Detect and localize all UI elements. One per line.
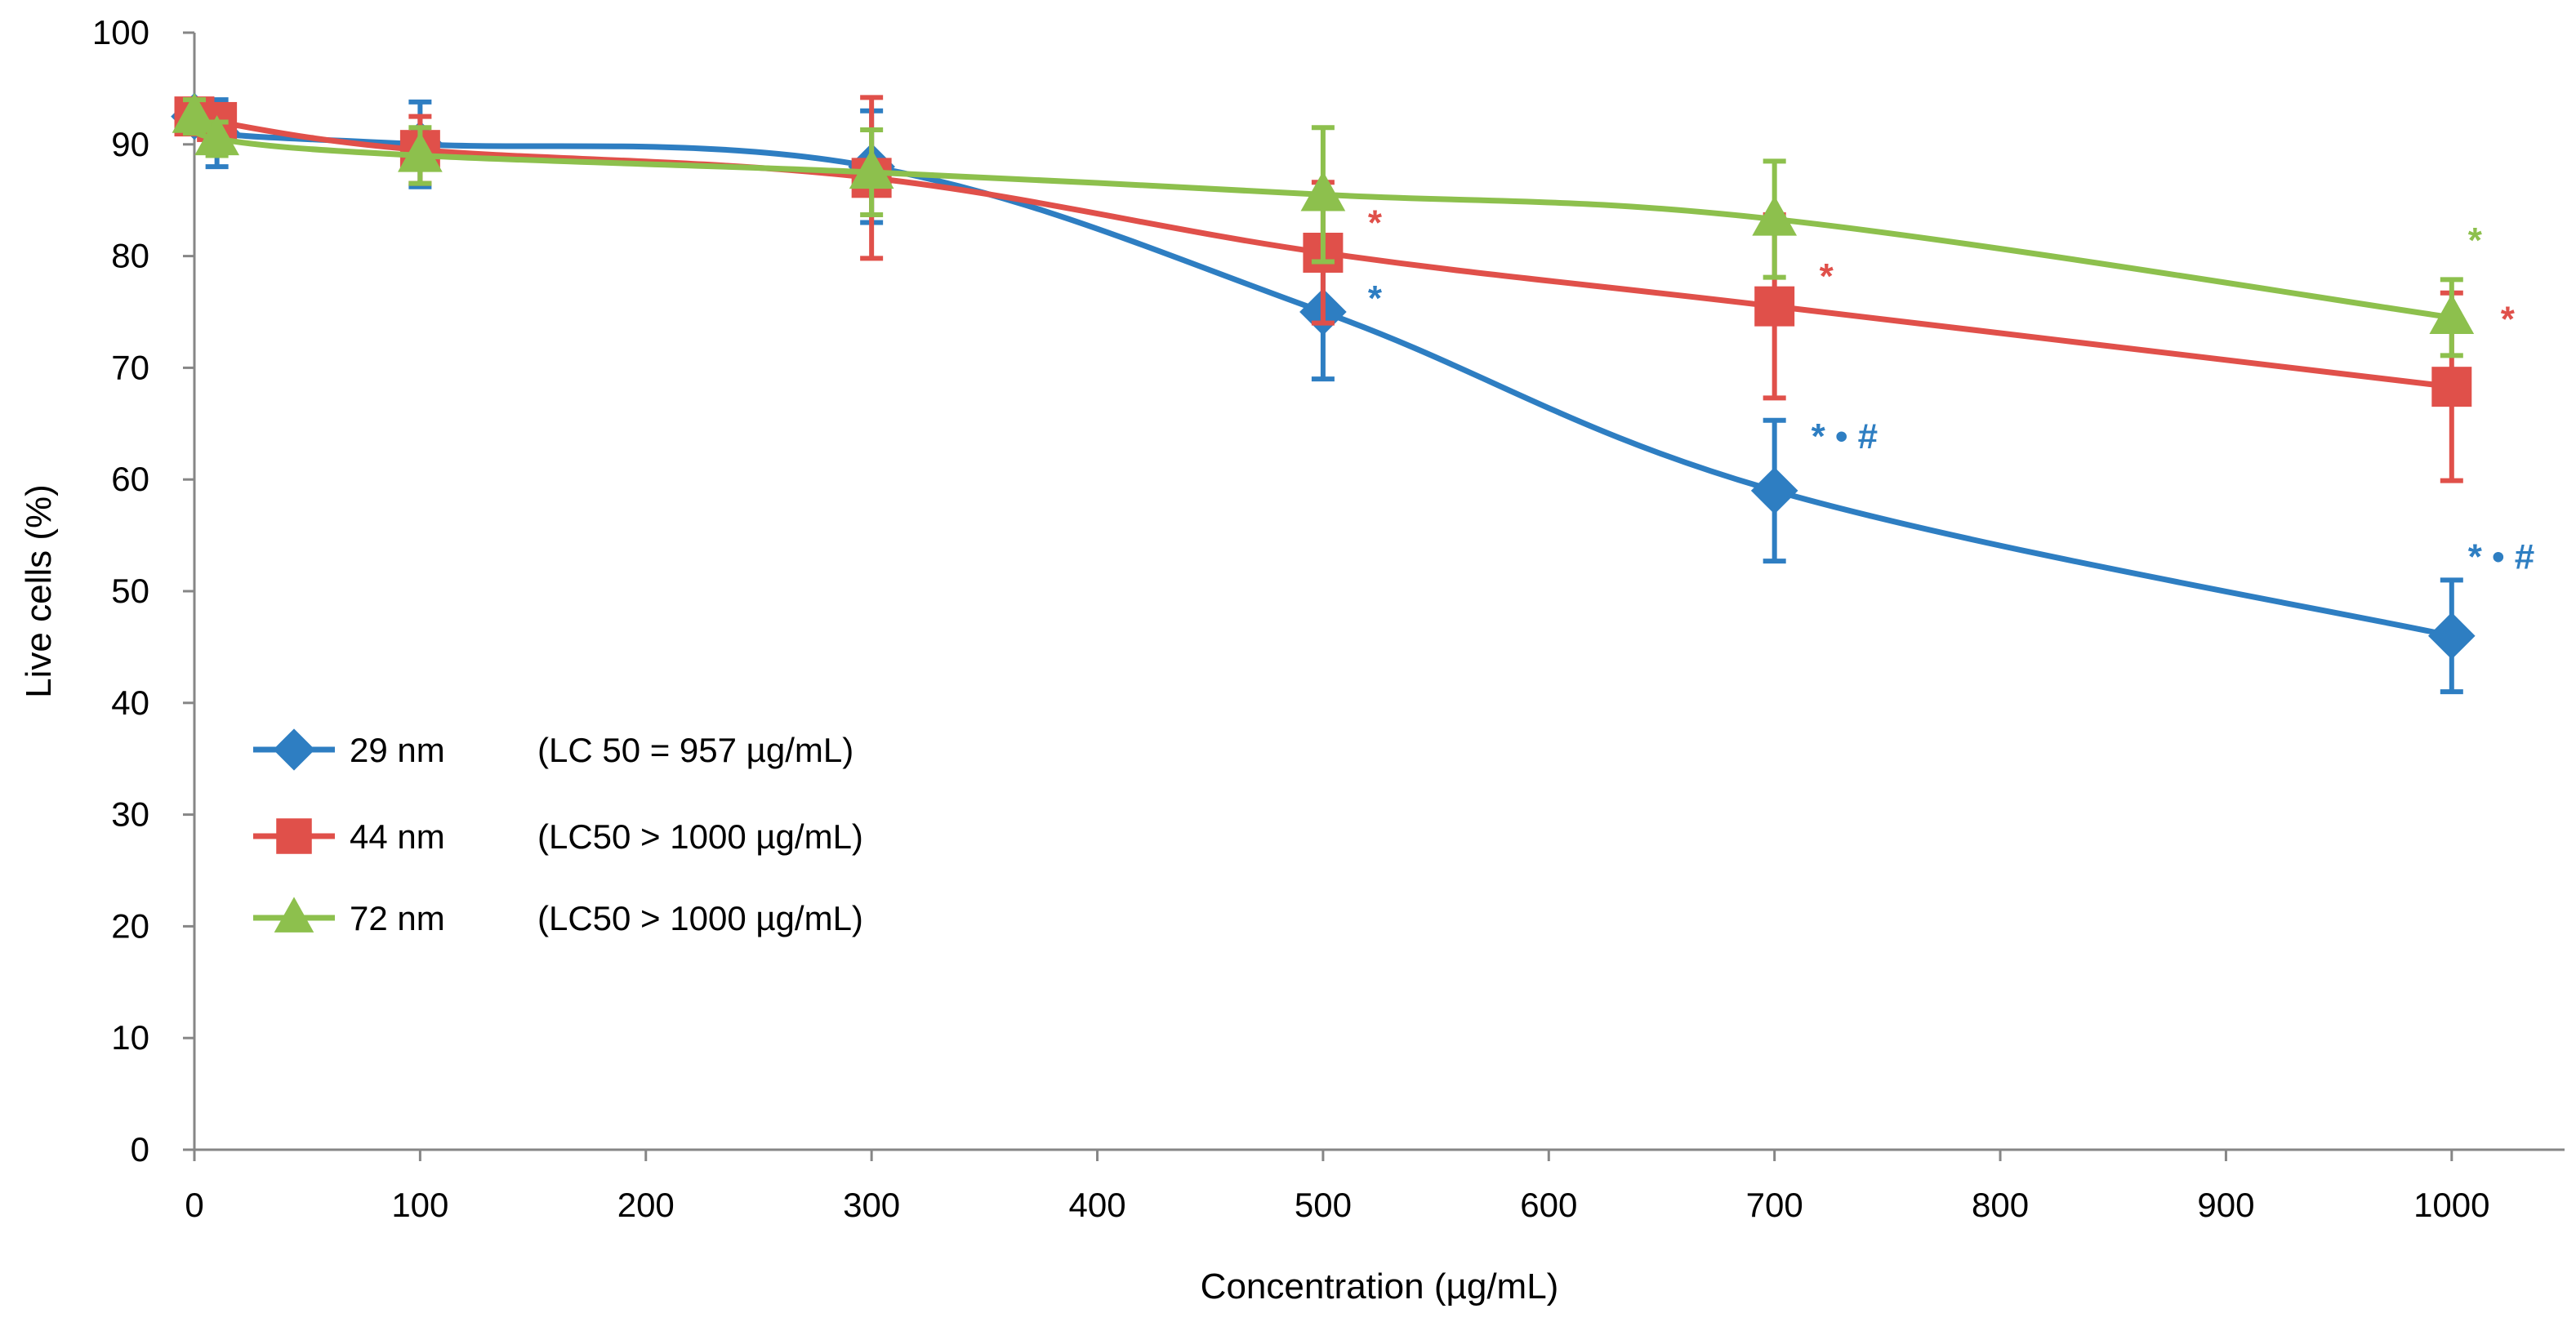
x-tick-label: 600: [1520, 1186, 1577, 1224]
significance-marker: *: [1820, 256, 1834, 296]
axes: [193, 33, 2565, 1151]
data-point: [849, 149, 894, 189]
y-tick-label: 60: [111, 460, 149, 498]
y-tick-label: 50: [111, 572, 149, 610]
legend-item: 44 nm (LC50 > 1000 µg/mL): [253, 817, 863, 856]
data-point: [172, 92, 217, 133]
x-axis-title: Concentration (µg/mL): [1201, 1266, 1559, 1307]
y-tick-label: 80: [111, 237, 149, 275]
x-tick-label: 500: [1295, 1186, 1352, 1224]
legend-marker: [274, 897, 314, 933]
x-tick-label: 300: [843, 1186, 900, 1224]
legend-note: (LC 50 = 957 µg/mL): [537, 731, 853, 769]
series-line: [189, 114, 2455, 390]
data-point: [1300, 171, 1346, 211]
significance-marker: * • #: [1812, 416, 1878, 456]
data-point: [1750, 467, 1798, 514]
legend-label: 72 nm: [350, 899, 445, 937]
series-line: [189, 114, 2455, 321]
x-tick-label: 800: [1972, 1186, 2029, 1224]
y-tick-label: 70: [111, 348, 149, 386]
legend-marker: [276, 818, 312, 854]
legend-marker: [273, 728, 315, 771]
x-tick-label: 100: [391, 1186, 448, 1224]
significance-marker: *: [2501, 300, 2516, 340]
legend-note: (LC50 > 1000 µg/mL): [537, 899, 863, 937]
y-tick-label: 0: [131, 1130, 149, 1169]
x-tick-label: 1000: [2413, 1186, 2489, 1224]
y-tick-label: 90: [111, 125, 149, 163]
x-axis-ticks: 0 100 200 300 400 500 600 700 800 900 1000: [185, 1150, 2490, 1224]
legend-label: 29 nm: [350, 731, 445, 769]
x-tick-label: 700: [1746, 1186, 1803, 1224]
data-point: [2428, 612, 2476, 660]
legend-note: (LC50 > 1000 µg/mL): [537, 817, 863, 856]
x-tick-label: 200: [617, 1186, 675, 1224]
legend-label: 44 nm: [350, 817, 445, 856]
data-point: [2429, 294, 2475, 334]
data-point: [194, 115, 239, 156]
series-72-nm: [172, 92, 2475, 358]
x-tick-label: 900: [2197, 1186, 2254, 1224]
x-tick-label: 400: [1068, 1186, 1125, 1224]
x-tick-label: 0: [185, 1186, 203, 1224]
significance-marker: *: [2468, 220, 2483, 260]
significance-marker: * • #: [2468, 537, 2534, 577]
y-axis-title: Live cells (%): [19, 484, 59, 698]
legend-item: 72 nm (LC50 > 1000 µg/mL): [253, 897, 863, 937]
data-point: [1752, 195, 1798, 236]
data-point: [2431, 367, 2472, 407]
data-point: [398, 131, 443, 172]
legend-item: 29 nm (LC 50 = 957 µg/mL): [253, 728, 853, 771]
y-tick-label: 30: [111, 795, 149, 834]
data-point: [1754, 286, 1795, 327]
legend: 29 nm (LC 50 = 957 µg/mL) 44 nm (LC50 > 100…: [253, 728, 863, 937]
y-tick-label: 40: [111, 683, 149, 722]
significance-annotations: * * • # * • # * * * *: [1368, 203, 2534, 576]
y-axis-ticks: 0 10 20 30 40 50 60 70 80 90 100: [92, 13, 194, 1169]
y-tick-label: 20: [111, 906, 149, 945]
y-tick-label: 10: [111, 1018, 149, 1057]
significance-marker: *: [1368, 278, 1383, 318]
y-tick-label: 100: [92, 13, 149, 51]
series-layer: [171, 92, 2476, 695]
significance-marker: *: [1368, 203, 1383, 243]
